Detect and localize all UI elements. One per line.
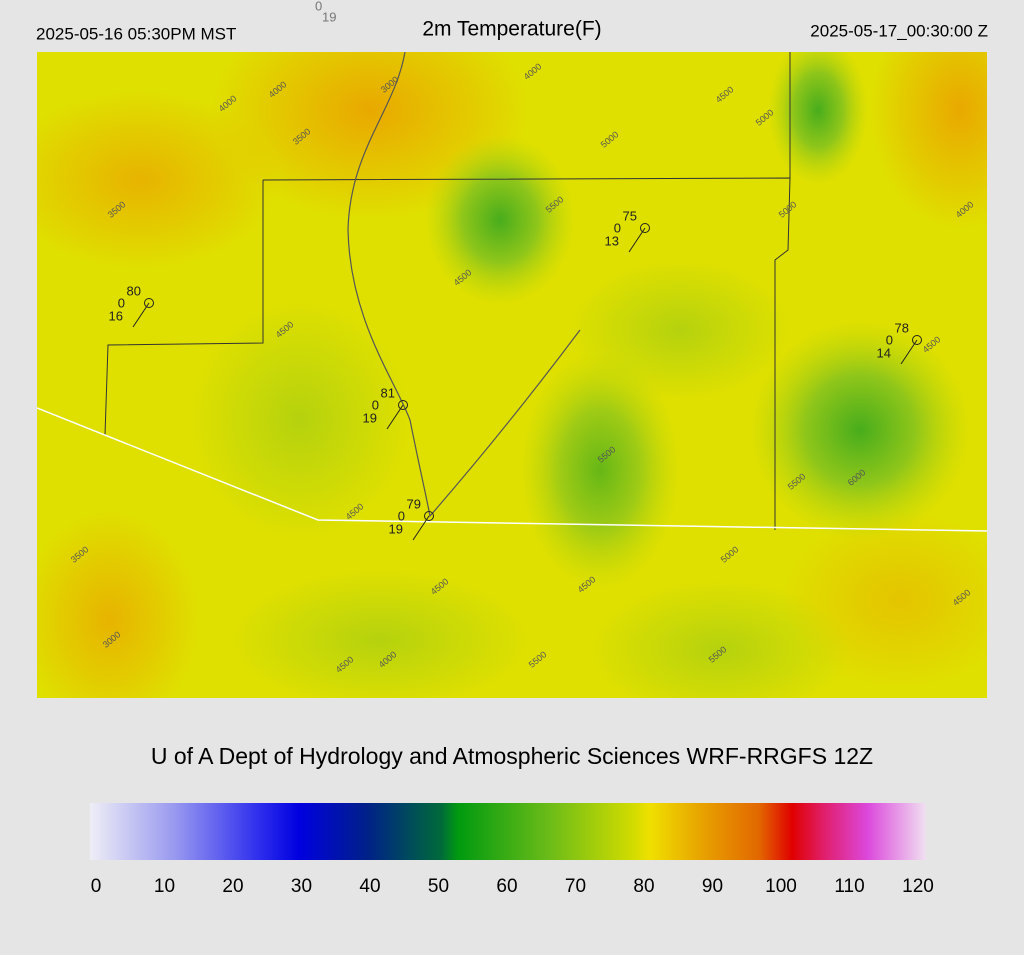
colorbar-label: 100 [765, 876, 797, 897]
temperature: 78 [895, 320, 909, 335]
station-marker [398, 400, 408, 410]
colorbar-label: 20 [222, 876, 243, 897]
wind-speed: 0 [886, 332, 893, 347]
station-marker [640, 223, 650, 233]
colorbar-label: 90 [702, 876, 723, 897]
station-marker [912, 335, 922, 345]
colorbar-label: 60 [496, 876, 517, 897]
colorbar-label: 0 [91, 876, 102, 897]
temperature: 81 [381, 385, 395, 400]
key-dewpoint: 19 [322, 9, 336, 24]
dewpoint: 16 [109, 308, 123, 323]
colorbar-label: 10 [154, 876, 175, 897]
wind-barb [900, 339, 918, 365]
dewpoint: 14 [877, 345, 891, 360]
colorbar-label: 50 [428, 876, 449, 897]
title: 2m Temperature(F) [422, 18, 601, 41]
valid-local: 2025-05-16 05:30PM MST [36, 24, 236, 43]
colorbar-label: 80 [633, 876, 654, 897]
wind-barb [412, 515, 430, 541]
dewpoint: 19 [363, 410, 377, 425]
wind-speed: 0 [118, 295, 125, 310]
wind-barb [628, 227, 646, 253]
colorbar-label: 30 [291, 876, 312, 897]
wind-speed: 0 [372, 397, 379, 412]
colorbar-label: 70 [565, 876, 586, 897]
valid-utc: 2025-05-17_00:30:00 Z [810, 21, 988, 40]
credit: U of A Dept of Hydrology and Atmospheric… [151, 743, 873, 769]
temperature: 75 [623, 208, 637, 223]
colorbar-label: 110 [834, 876, 864, 897]
wind-barb [132, 302, 150, 328]
station-marker [424, 511, 434, 521]
temperature: 79 [407, 496, 421, 511]
colorbar [90, 803, 926, 860]
temperature: 80 [127, 283, 141, 298]
wind-speed: 0 [398, 508, 405, 523]
dewpoint: 19 [389, 521, 403, 536]
colorbar-label: 120 [902, 876, 934, 897]
colorbar-label: 40 [359, 876, 380, 897]
key-wind: 0 [315, 0, 322, 13]
dewpoint: 13 [605, 233, 619, 248]
wind-barb [386, 404, 404, 430]
station-marker [144, 298, 154, 308]
wind-speed: 0 [614, 220, 621, 235]
